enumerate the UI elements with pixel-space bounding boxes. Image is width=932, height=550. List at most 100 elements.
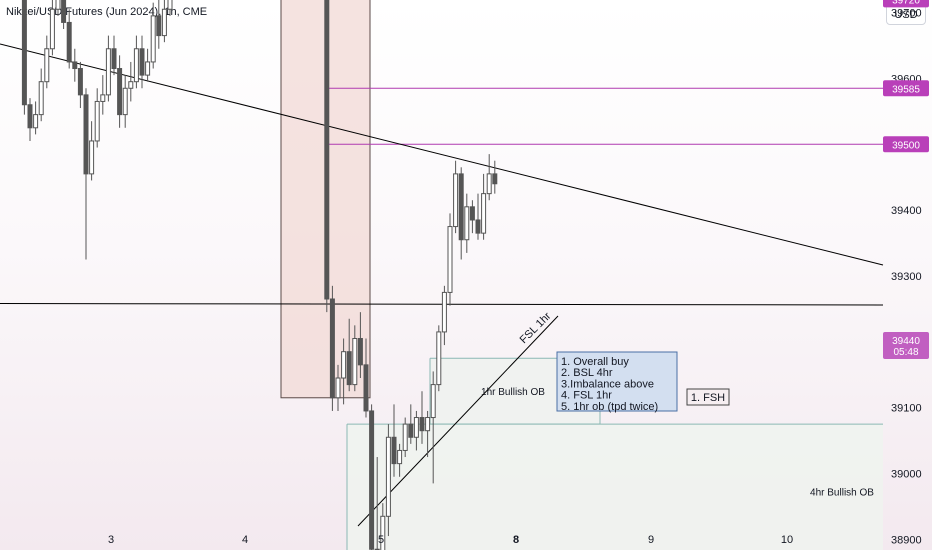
candle-body <box>352 338 358 386</box>
candle-body <box>83 94 89 175</box>
candle <box>21 0 27 115</box>
candle-body <box>475 219 481 234</box>
candle-body <box>150 15 156 63</box>
fsh-box <box>686 388 730 406</box>
candle-body <box>380 515 386 550</box>
price-badge <box>883 80 929 97</box>
candle-body <box>55 0 61 10</box>
candle <box>167 0 173 16</box>
currency-button[interactable]: USD <box>886 3 926 25</box>
candle-body <box>391 436 397 465</box>
candle <box>346 318 352 392</box>
x-tick-label: 9 <box>648 534 654 546</box>
candle-body <box>413 417 419 438</box>
horizontal-line <box>0 303 884 306</box>
candle-body <box>436 331 442 386</box>
candle <box>419 391 425 444</box>
candle-body <box>469 206 475 221</box>
last-price-label: 39440 <box>892 336 920 347</box>
candle <box>453 160 459 234</box>
candle-body <box>425 417 431 432</box>
candle <box>391 404 397 477</box>
candle <box>335 364 341 411</box>
y-tick-label: 39300 <box>891 271 922 283</box>
candle-body <box>77 68 83 96</box>
candle <box>369 404 375 550</box>
candle-body <box>21 0 27 106</box>
candle <box>408 404 414 444</box>
y-tick-label: 39400 <box>891 205 922 217</box>
candle <box>397 443 403 477</box>
candle <box>77 61 83 109</box>
candle-body <box>481 193 487 234</box>
candle-body <box>357 338 363 366</box>
candle <box>402 417 408 458</box>
checklist-item: 1. Overall buy <box>561 356 629 368</box>
candle-body <box>385 436 391 517</box>
candle <box>111 35 117 76</box>
candle-body <box>117 68 123 116</box>
candle-layer <box>21 0 498 550</box>
candle <box>441 285 447 346</box>
candle-body <box>464 206 470 241</box>
x-tick-label: 8 <box>513 534 519 546</box>
candle <box>72 48 78 82</box>
candle-body <box>72 61 78 70</box>
candle-body <box>346 351 352 386</box>
candle-body <box>61 0 67 23</box>
x-tick-label: 10 <box>781 534 793 546</box>
descending-trendline <box>0 43 884 266</box>
candle <box>363 338 369 418</box>
candle <box>89 121 95 181</box>
candle-body <box>128 81 134 89</box>
candle-body <box>49 8 55 50</box>
y-tick-label: 39100 <box>891 403 922 415</box>
candle <box>156 0 162 49</box>
candle <box>464 193 470 253</box>
candle <box>105 35 111 102</box>
price-badge-label: 39585 <box>892 84 920 95</box>
candle-body <box>369 410 375 550</box>
candle <box>83 88 89 260</box>
candle <box>122 75 128 128</box>
candle-body <box>38 81 44 116</box>
candle <box>38 68 44 122</box>
candle-body <box>335 377 341 399</box>
candle-body <box>441 291 447 333</box>
fsl-label: FSL 1hr <box>518 310 554 346</box>
x-tick-label: 3 <box>108 534 114 546</box>
candle <box>352 325 358 392</box>
candle <box>128 61 134 102</box>
candle-body <box>156 15 162 37</box>
candle-body <box>27 104 33 129</box>
candle-body <box>94 100 100 142</box>
zone-4hr-bullish-ob-label: 4hr Bullish OB <box>810 488 874 499</box>
candle-body <box>492 173 498 185</box>
candle <box>385 424 391 537</box>
candle <box>486 154 492 201</box>
candle-body <box>139 48 145 76</box>
candle <box>49 0 55 56</box>
candle <box>492 160 498 194</box>
candle-body <box>161 8 167 37</box>
candle <box>55 0 61 16</box>
candle-body <box>430 384 436 419</box>
candle-body <box>408 423 414 438</box>
candle <box>324 0 330 313</box>
checklist-item: 5. 1hr ob (tpd twice) <box>561 401 658 413</box>
bar-countdown: 05:48 <box>893 347 918 358</box>
last-price-badge <box>883 332 929 359</box>
price-badge <box>883 136 929 153</box>
candle <box>475 193 481 240</box>
candle <box>436 325 442 392</box>
candle <box>380 503 386 550</box>
candle-body <box>111 48 117 70</box>
checklist-item: 3.Imbalance above <box>561 378 654 390</box>
candle-body <box>341 351 347 379</box>
candle <box>133 35 139 89</box>
candle-body <box>105 48 111 96</box>
candle <box>94 88 100 148</box>
candle-body <box>66 21 72 63</box>
candle-body <box>397 449 403 465</box>
